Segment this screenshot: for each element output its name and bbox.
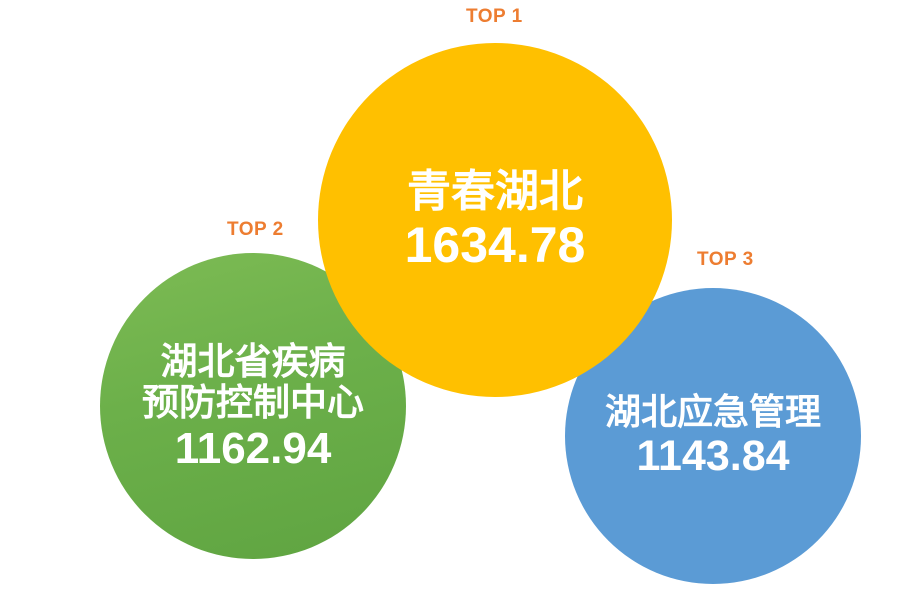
bubble-rank-2-value: 1162.94	[174, 424, 332, 474]
rank-label-top-2: TOP 2	[227, 219, 284, 240]
bubble-rank-2-name: 湖北省疾病 预防控制中心	[142, 340, 364, 423]
rank-label-top-3: TOP 3	[697, 249, 754, 270]
bubble-rank-1-name: 青春湖北	[407, 167, 583, 216]
bubble-rank-1[interactable]: 青春湖北 1634.78	[318, 43, 672, 397]
bubble-rank-3-value: 1143.84	[636, 432, 790, 480]
rank-label-top-1: TOP 1	[466, 6, 523, 27]
bubble-rank-3-name: 湖北应急管理	[604, 391, 821, 432]
bubble-rank-1-value: 1634.78	[404, 217, 586, 273]
